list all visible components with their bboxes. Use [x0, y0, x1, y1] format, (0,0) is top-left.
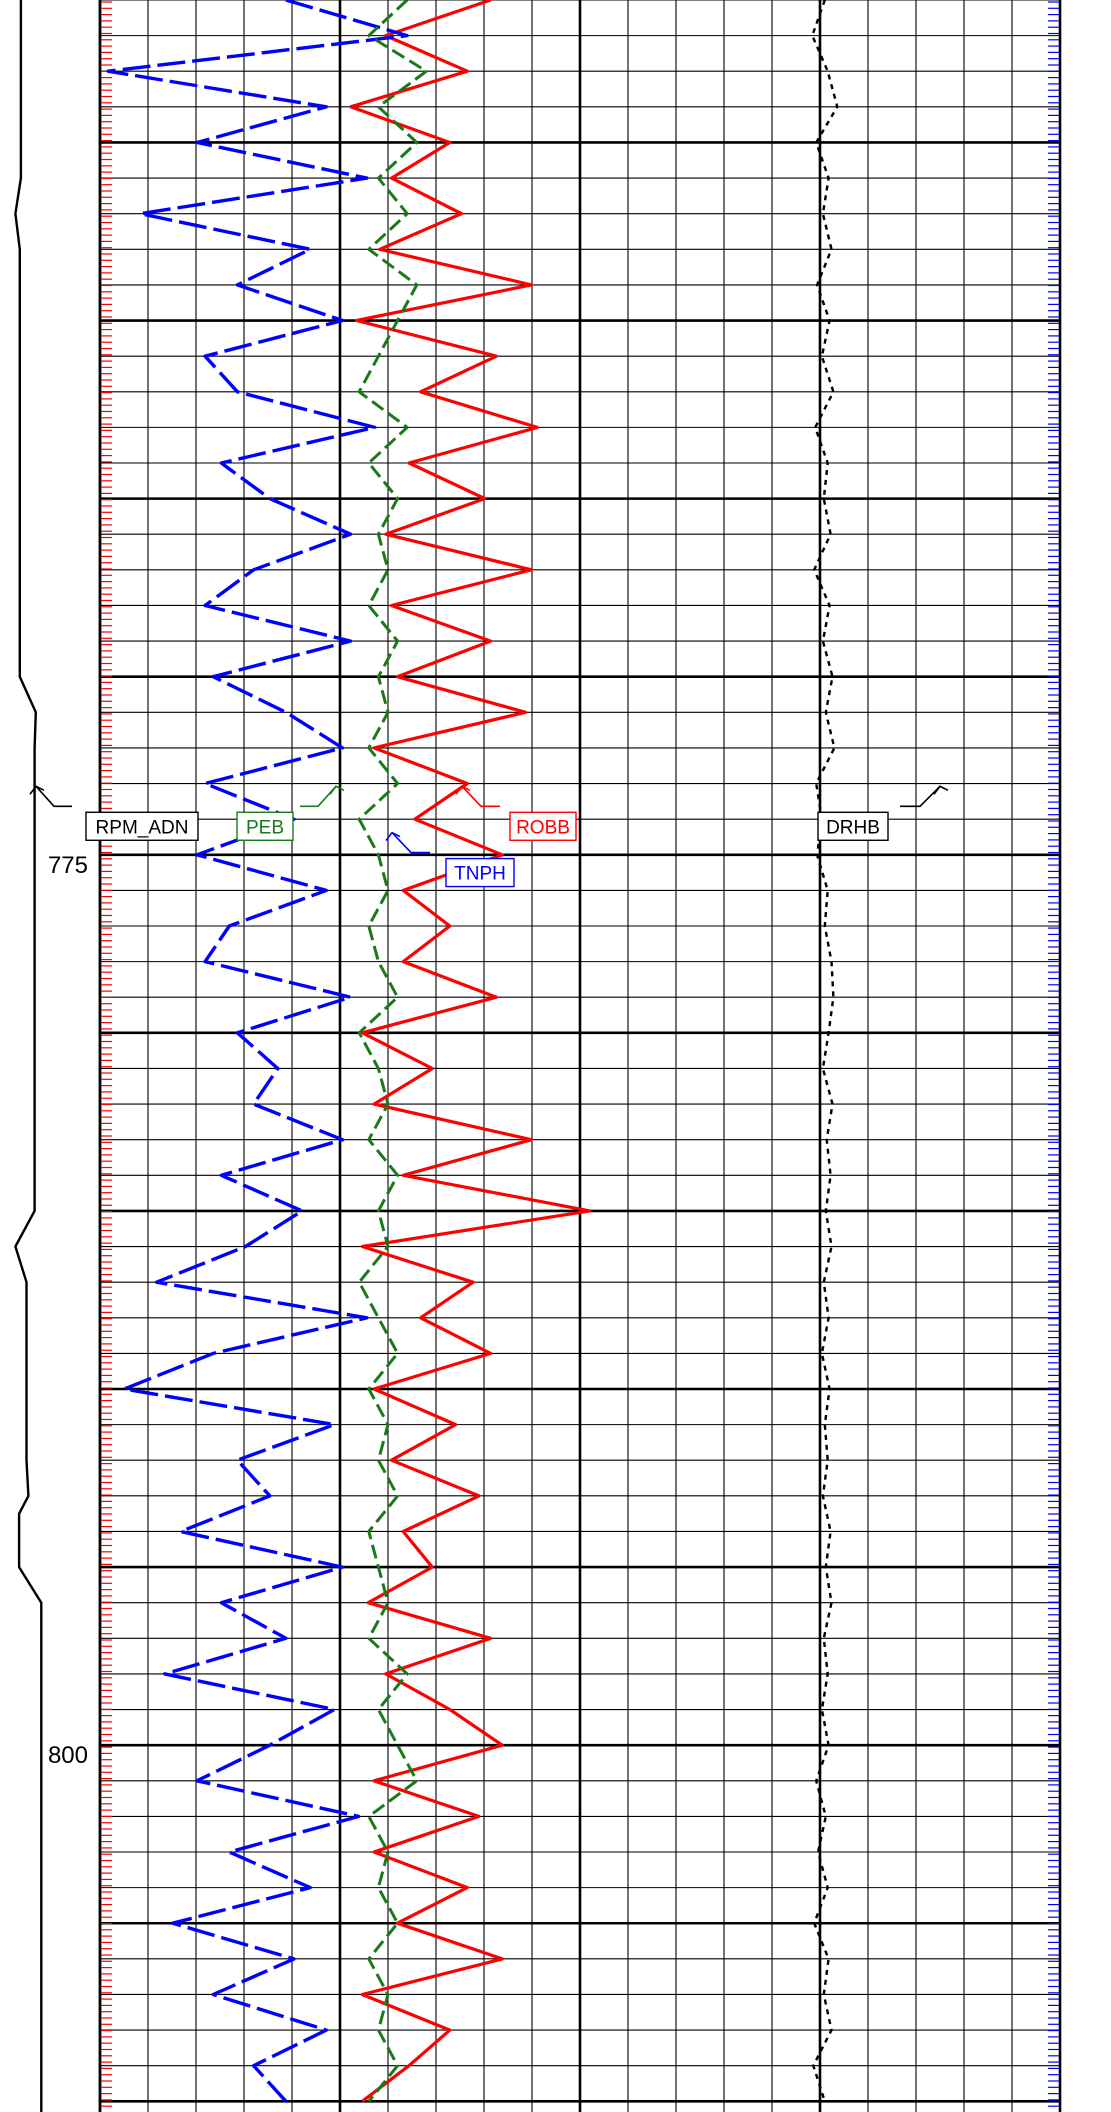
depth-label-800: 800	[48, 1742, 88, 1769]
tag-box	[817, 811, 889, 841]
tag-label: ROBB	[516, 817, 570, 838]
tag-label: RPM_ADN	[96, 817, 189, 838]
tag-label: TNPH	[454, 864, 506, 885]
red-tick-rug	[101, 1, 112, 2107]
tag-box	[85, 811, 199, 841]
tag-arrow	[35, 785, 72, 808]
tag-arrowhead	[329, 785, 345, 795]
log-curves	[14, 0, 839, 2112]
log-grid	[98, 0, 1062, 2112]
curve-drhb	[811, 0, 839, 2102]
tag-label: PEB	[246, 817, 284, 838]
tag-arrowhead	[455, 785, 471, 795]
tag-arrow	[900, 785, 941, 808]
tag-arrow	[300, 785, 337, 808]
tag-drhb: DRHB	[817, 785, 949, 841]
tag-box	[445, 857, 515, 888]
tag-arrow	[461, 785, 500, 808]
tag-robb: ROBB	[455, 785, 577, 841]
tag-arrowhead	[385, 831, 401, 842]
tag-box	[509, 811, 577, 841]
tag-tnph: TNPH	[385, 831, 515, 888]
depth-labels: 775 800	[48, 852, 88, 1769]
tag-arrowhead	[933, 785, 949, 795]
curve-tnph	[106, 0, 409, 2103]
blue-tick-rug	[1048, 1, 1059, 2107]
tag-arrow	[391, 832, 430, 854]
curve-tags: RPM_ADN PEB ROBB TNPH DRHB	[29, 785, 949, 888]
curve-robb	[349, 0, 592, 2103]
tag-rpm-adn: RPM_ADN	[29, 785, 199, 841]
curve-rpm-adn	[14, 0, 43, 2112]
tag-box	[236, 811, 294, 841]
curve-peb	[357, 0, 428, 2103]
tag-peb: PEB	[236, 785, 345, 841]
depth-label-775: 775	[48, 852, 88, 879]
tag-label: DRHB	[826, 817, 880, 838]
tag-arrowhead	[29, 785, 45, 795]
